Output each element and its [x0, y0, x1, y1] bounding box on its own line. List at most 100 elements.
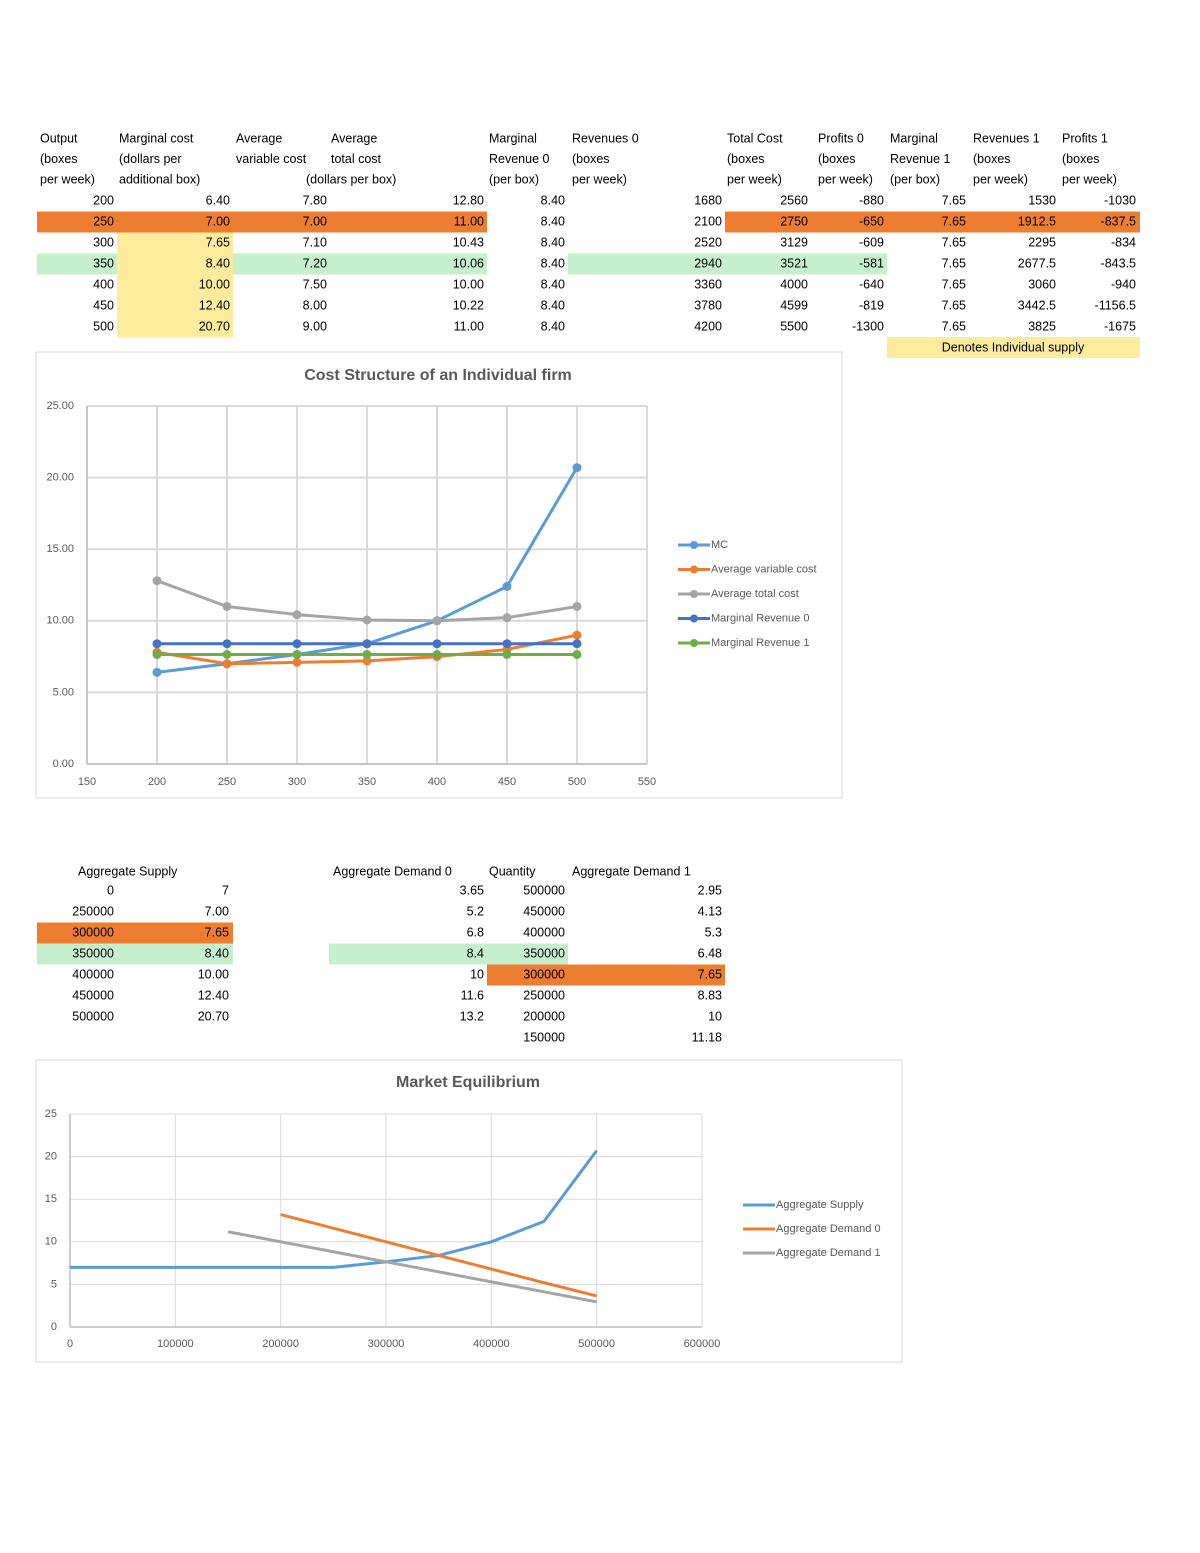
table-cell: 250000: [72, 904, 114, 918]
table-cell: -1156.5: [1095, 298, 1137, 312]
y-tick-label: 20: [45, 1151, 57, 1163]
column-header: Output: [40, 131, 78, 145]
data-point: [502, 639, 512, 649]
table-cell: 8.00: [303, 298, 327, 312]
data-point: [362, 639, 372, 649]
table-cell: -609: [859, 235, 884, 249]
table-cell: 4000: [780, 277, 808, 291]
x-tick-label: 400: [428, 776, 446, 788]
data-point: [292, 649, 302, 659]
cell-highlight: [233, 211, 329, 233]
x-tick-label: 600000: [684, 1338, 721, 1350]
column-header: per week): [40, 172, 95, 186]
x-tick-label: 500000: [578, 1338, 615, 1350]
x-tick-label: 100000: [157, 1338, 194, 1350]
y-tick-label: 5: [51, 1278, 57, 1290]
cell-highlight: [37, 943, 233, 965]
column-header: (boxes: [40, 152, 78, 166]
table-cell: 11.6: [461, 988, 484, 1002]
column-header: (per box): [489, 172, 539, 186]
x-tick-label: 150: [78, 776, 96, 788]
table-cell: 11.00: [454, 319, 484, 333]
cell-highlight: [117, 274, 233, 296]
data-point: [572, 463, 582, 473]
table-cell: 7.00: [206, 214, 230, 228]
y-tick-label: 25: [45, 1108, 57, 1120]
data-point: [572, 639, 582, 649]
table-cell: 8.40: [541, 235, 565, 249]
column-header: Revenue 0: [489, 152, 550, 166]
column-header: per week): [973, 172, 1028, 186]
table-cell: 7.65: [205, 925, 229, 939]
table-cell: -880: [859, 193, 884, 207]
table-cell: 7.65: [942, 298, 966, 312]
table-cell: 6.40: [206, 193, 230, 207]
data-point: [152, 639, 162, 649]
table-cell: 8.83: [698, 988, 722, 1002]
table-cell: 12.40: [199, 298, 230, 312]
table-cell: 11.18: [692, 1030, 722, 1044]
y-tick-label: 0.00: [53, 758, 74, 770]
column-header: Marginal: [489, 131, 537, 145]
x-tick-label: 0: [67, 1338, 73, 1350]
x-tick-label: 300: [288, 776, 306, 788]
table-cell: 8.40: [541, 256, 565, 270]
table-cell: 0: [107, 883, 114, 897]
table-cell: 350000: [72, 946, 114, 960]
table-cell: 5.3: [705, 925, 722, 939]
table-cell: 8.4: [467, 946, 484, 960]
cell-highlight: [487, 943, 568, 965]
legend-label: MC: [711, 539, 728, 551]
legend-marker: [690, 614, 698, 623]
cell-highlight: [725, 211, 812, 233]
table-cell: 150000: [523, 1030, 565, 1044]
table-cell: 7.20: [303, 256, 327, 270]
table-cell: 3825: [1028, 319, 1056, 333]
table-cell: -1675: [1104, 319, 1136, 333]
table-cell: 7: [222, 883, 229, 897]
table-cell: 350: [93, 256, 114, 270]
table-cell: 5.2: [467, 904, 484, 918]
column-header: (boxes: [973, 152, 1011, 166]
table-header: Quantity: [489, 864, 536, 878]
chart-title: Cost Structure of an Individual firm: [304, 367, 572, 384]
table-cell: 450000: [523, 904, 565, 918]
data-point: [572, 601, 582, 611]
table-cell: 6.8: [467, 925, 484, 939]
data-point: [572, 649, 582, 659]
data-point: [292, 610, 302, 620]
column-header: Average: [331, 131, 377, 145]
column-header: total cost: [331, 152, 382, 166]
y-tick-label: 15.00: [46, 543, 74, 555]
data-point: [362, 656, 372, 666]
y-tick-label: 5.00: [53, 686, 74, 698]
y-tick-label: 20.00: [46, 472, 74, 484]
table-cell: 200000: [523, 1009, 565, 1023]
table-cell: 10.22: [453, 298, 484, 312]
cell-highlight: [117, 253, 233, 275]
data-point: [152, 649, 162, 659]
table-cell: 4.13: [698, 904, 722, 918]
table-cell: 2560: [780, 193, 808, 207]
table-cell: 7.65: [942, 277, 966, 291]
table-cell: 250: [93, 214, 114, 228]
column-header: per week): [1062, 172, 1117, 186]
legend-marker: [690, 639, 698, 647]
table-cell: 20.70: [198, 1009, 229, 1023]
table-cell: 3060: [1028, 277, 1056, 291]
x-tick-label: 450: [498, 776, 516, 788]
data-point: [572, 630, 582, 640]
legend-label: Marginal Revenue 1: [711, 637, 809, 649]
table-cell: 7.50: [303, 277, 327, 291]
data-point: [502, 613, 512, 623]
cell-highlight: [329, 253, 487, 275]
table-cell: 7.65: [942, 214, 966, 228]
table-cell: 2100: [694, 214, 722, 228]
table-cell: 8.40: [541, 214, 565, 228]
series-line: [280, 1213, 598, 1298]
table-header: Aggregate Demand 1: [572, 864, 691, 878]
table-header: Aggregate Supply: [78, 864, 178, 878]
table-cell: 7.00: [303, 214, 327, 228]
data-point: [222, 659, 232, 669]
